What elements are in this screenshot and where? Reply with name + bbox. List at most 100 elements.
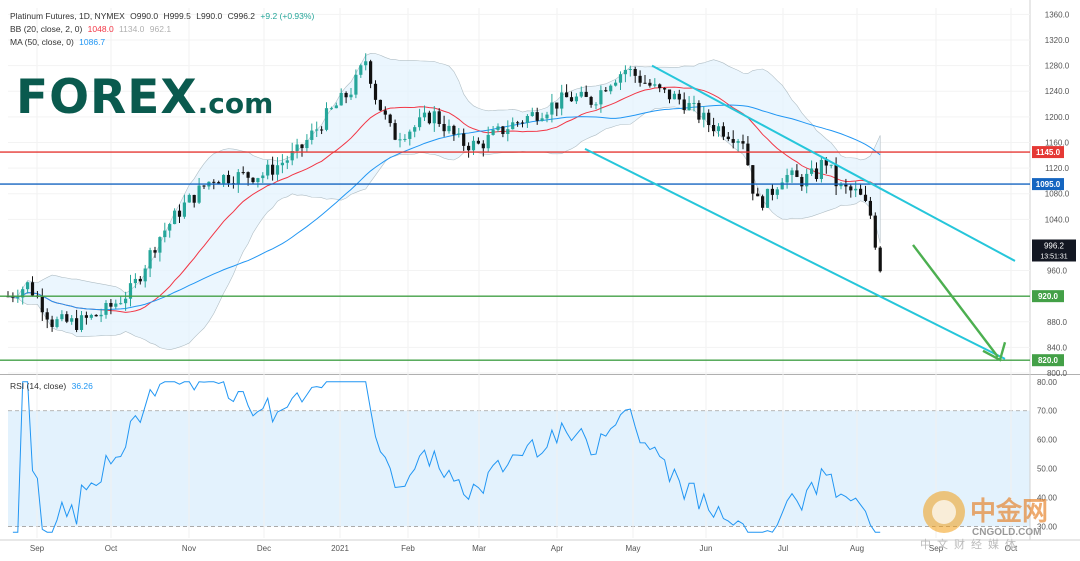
- candle-body: [173, 210, 177, 225]
- candle-body: [599, 90, 603, 105]
- candle-body: [726, 136, 730, 140]
- candle-body: [403, 138, 407, 140]
- candle-body: [687, 102, 691, 110]
- candle-body: [21, 289, 25, 298]
- time-axis-label: Oct: [1005, 544, 1018, 553]
- candle-body: [672, 93, 676, 100]
- candle-body: [329, 108, 333, 110]
- symbol-header[interactable]: Platinum Futures, 1D, NYMEX O990.0 H999.…: [10, 11, 317, 21]
- time-axis-label: Jun: [700, 544, 713, 553]
- candle-body: [844, 183, 848, 187]
- candle-body: [824, 159, 828, 166]
- candle-body: [511, 122, 515, 130]
- candle-body: [516, 122, 520, 124]
- candle-body: [560, 92, 564, 109]
- candle-body: [79, 315, 84, 330]
- ohlc-open: O990.0: [130, 11, 159, 21]
- candle-body: [359, 65, 363, 75]
- candle-body: [839, 183, 843, 187]
- candle-body: [653, 84, 657, 86]
- candle-body: [84, 315, 88, 318]
- bb-basis-line: [7, 86, 881, 313]
- time-axis-label: Aug: [850, 544, 864, 553]
- candle-body: [94, 314, 98, 317]
- candle-body: [65, 314, 69, 322]
- candle-body: [775, 189, 779, 195]
- projection-arrow: [912, 244, 999, 358]
- candle-body: [124, 298, 128, 304]
- ma-legend[interactable]: MA (50, close, 0) 1086.7: [10, 37, 108, 47]
- candle-body: [408, 131, 412, 139]
- candle-body: [354, 74, 358, 95]
- candle-body: [30, 282, 35, 296]
- bb-lower-value: 962.1: [149, 24, 172, 34]
- ohlc-low: L990.0: [196, 11, 223, 21]
- rsi-axis-tick: 50.00: [1037, 465, 1058, 474]
- candle-body: [731, 139, 735, 143]
- price-axis-tick: 1360.0: [1045, 10, 1070, 19]
- candle-body: [295, 144, 299, 152]
- symbol-name: Platinum Futures, 1D, NYMEX: [10, 11, 125, 21]
- rsi-legend[interactable]: RSI (14, close) 36.26: [10, 381, 96, 391]
- candle-body: [128, 283, 133, 299]
- rsi-band: [8, 410, 1030, 527]
- candle-body: [702, 112, 706, 120]
- candle-body: [506, 129, 510, 134]
- candle-body: [452, 125, 456, 135]
- time-axis-label: Feb: [401, 544, 415, 553]
- candle-body: [829, 164, 833, 166]
- candle-body: [388, 114, 392, 124]
- candle-body: [442, 124, 446, 132]
- candle-body: [383, 110, 387, 115]
- channel-upper-line: [651, 64, 1016, 262]
- candle-body: [271, 164, 275, 175]
- candle-body: [55, 319, 59, 327]
- candle-body: [868, 200, 872, 216]
- candle-body: [471, 140, 476, 151]
- price-axis-tick: 1200.0: [1045, 113, 1070, 122]
- candle-body: [555, 102, 559, 109]
- candle-body: [427, 112, 431, 124]
- candle-body: [648, 82, 652, 86]
- candle-body: [373, 83, 378, 100]
- candle-body: [623, 69, 627, 75]
- rsi-axis-tick: 40.00: [1037, 494, 1058, 503]
- candle-body: [535, 112, 539, 121]
- price-axis-tick: 880.0: [1047, 318, 1068, 327]
- candle-body: [280, 162, 284, 166]
- cngold-site: CNGOLD.COM: [972, 527, 1041, 538]
- candle-body: [432, 111, 436, 124]
- candle-body: [334, 105, 338, 109]
- candle-body: [746, 143, 750, 166]
- candle-body: [525, 115, 529, 123]
- candle-body: [300, 144, 304, 149]
- level-label-bg: [1032, 290, 1064, 303]
- candle-body: [168, 224, 172, 231]
- candle-body: [50, 319, 54, 327]
- forex-logo: FOREX.com: [16, 70, 273, 125]
- candle-body: [859, 188, 863, 195]
- time-axis-label: Sep: [30, 544, 45, 553]
- candle-body: [721, 126, 725, 137]
- candle-body: [765, 188, 770, 208]
- bar-countdown: 13:51:31: [1040, 253, 1067, 260]
- candle-body: [212, 181, 216, 183]
- candle-body: [741, 141, 745, 144]
- bb-legend[interactable]: BB (20, close, 2, 0) 1048.0 1134.0 962.1: [10, 24, 174, 34]
- candle-body: [594, 104, 598, 106]
- candle-body: [530, 112, 534, 116]
- candle-body: [153, 250, 157, 253]
- candle-body: [716, 126, 721, 132]
- candle-body: [677, 93, 681, 100]
- candle-body: [663, 88, 667, 90]
- candle-body: [628, 68, 632, 70]
- candle-body: [344, 92, 348, 98]
- candle-body: [565, 92, 569, 98]
- candle-body: [138, 278, 142, 282]
- candle-body: [222, 174, 226, 184]
- level-label-bg: [1032, 178, 1064, 191]
- time-axis-label: 2021: [331, 544, 349, 553]
- candle-body: [143, 268, 147, 282]
- candle-body: [251, 177, 255, 183]
